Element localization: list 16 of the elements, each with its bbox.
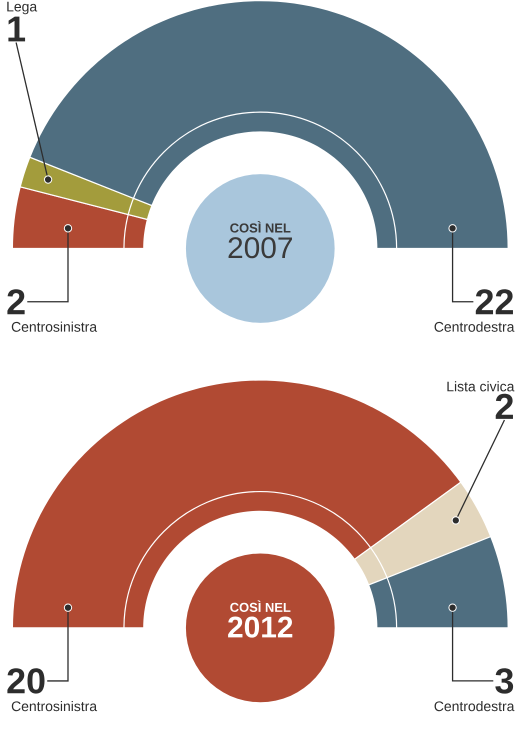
slice-label: Centrosinistra	[12, 322, 98, 332]
text: 2007	[228, 237, 292, 258]
text: COSÌ NEL	[230, 220, 291, 233]
text: COSÌ NEL	[230, 600, 291, 612]
slice-label: Centrosinistra	[12, 700, 98, 712]
slice-label: Centrodestra	[434, 700, 515, 712]
data-label: 20	[8, 668, 45, 694]
data-label: 2	[496, 394, 514, 419]
text: 2012	[228, 616, 293, 638]
data-label: 1	[8, 16, 26, 42]
data-label: 2	[8, 289, 25, 314]
data-label: 3	[496, 668, 514, 694]
slice-label: Lega	[8, 2, 38, 14]
slice-label: Centrodestra	[434, 322, 515, 332]
data-label: 22	[476, 289, 514, 314]
slice-label: Lista civica	[448, 381, 515, 392]
